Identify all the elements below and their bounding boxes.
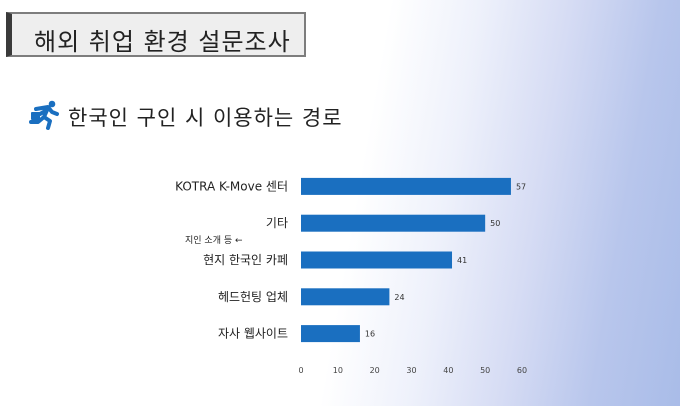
data-label: 24 [394,293,404,302]
x-tick-label: 30 [406,366,416,375]
x-tick-label: 60 [517,366,527,375]
x-tick-label: 10 [333,366,343,375]
x-tick-label: 40 [443,366,453,375]
bar [301,325,360,343]
bar [301,251,453,269]
page-title: 해외 취업 환경 설문조사 [34,28,291,56]
category-label: KOTRA K-Move 센터 [175,179,288,193]
category-label: 자사 웹사이트 [218,327,288,341]
data-label: 41 [457,256,467,265]
bar [301,214,486,232]
data-label: 50 [490,219,500,228]
data-label: 16 [365,330,375,339]
x-tick-label: 20 [370,366,380,375]
category-label: 기타 [266,216,288,230]
x-tick-label: 0 [298,366,303,375]
bar [301,288,390,306]
annotation-note: 지인 소개 등 ← [185,236,243,246]
category-label: 헤드헌팅 업체 [218,290,288,304]
title-box: 해외 취업 환경 설문조사 [6,12,306,57]
category-label: 현지 한국인 카페 [203,253,288,267]
data-label: 57 [516,182,526,191]
x-tick-label: 50 [480,366,490,375]
section-subtitle: 한국인 구인 시 이용하는 경로 [68,106,343,130]
running-person-icon [29,100,59,130]
bar [301,177,511,195]
